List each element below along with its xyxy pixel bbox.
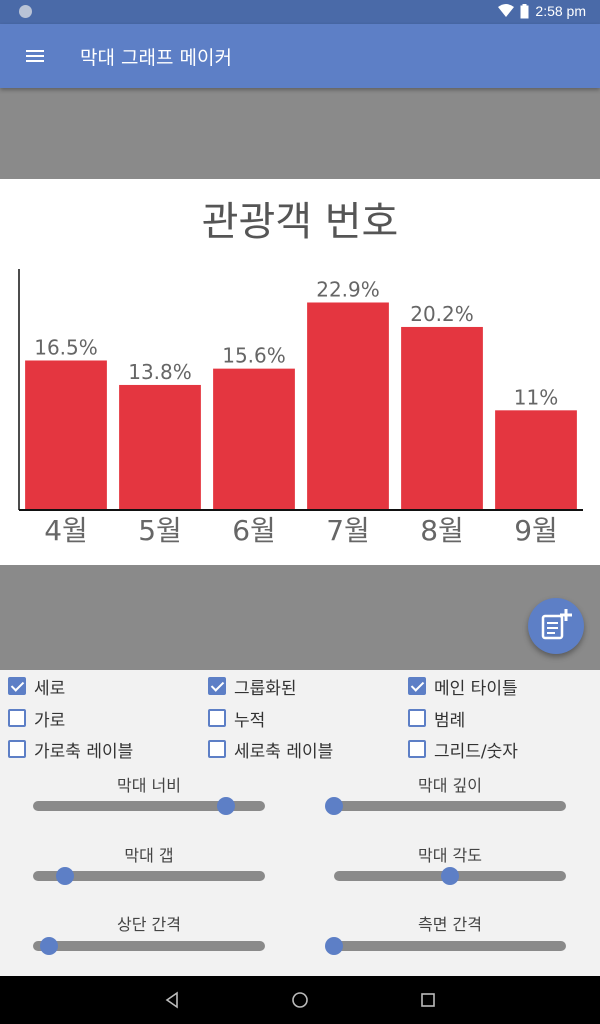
bar	[119, 384, 201, 510]
x-tick-label: 7월	[326, 514, 370, 547]
slider-thumb[interactable]	[325, 937, 343, 955]
recents-icon[interactable]	[418, 990, 438, 1010]
x-tick-label: 6월	[232, 514, 276, 547]
bar-width-slider[interactable]	[33, 797, 265, 815]
data-label: 15.6%	[222, 344, 286, 368]
x-tick-label: 9월	[514, 514, 558, 547]
x-axis-label-text: 가로축 레이블	[34, 741, 134, 762]
bar-gap-slider[interactable]	[33, 867, 265, 885]
x-tick-label: 4월	[44, 514, 88, 547]
wifi-icon	[498, 4, 515, 17]
home-icon[interactable]	[290, 990, 310, 1010]
top-spacing-label: 상단 간격	[117, 915, 181, 934]
main-title-label: 메인 타이틀	[434, 678, 518, 699]
back-icon[interactable]	[162, 990, 182, 1010]
navigation-bar	[0, 976, 600, 1024]
horizontal-checkbox[interactable]: 가로	[8, 706, 66, 731]
vertical-label: 세로	[34, 678, 66, 699]
chart-card: 관광객 번호 16.5% 4월 13.8% 5월 15.6% 6월 22.9% 7월 20.2% 8…	[0, 179, 600, 565]
note-add-icon	[541, 609, 572, 640]
slider-thumb[interactable]	[441, 867, 459, 885]
grid-numbers-checkbox[interactable]: 그리드/숫자	[408, 737, 518, 762]
checkbox-icon	[8, 740, 26, 758]
data-label: 22.9%	[316, 277, 380, 301]
bar-chart: 관광객 번호 16.5% 4월 13.8% 5월 15.6% 6월 22.9% 7월 20.2% 8…	[18, 199, 583, 547]
bar-depth-slider[interactable]	[325, 797, 566, 815]
stacked-checkbox[interactable]: 누적	[208, 706, 266, 731]
slider-thumb[interactable]	[56, 867, 75, 885]
vertical-checkbox[interactable]: 세로	[8, 674, 66, 699]
legend-label: 범례	[434, 710, 466, 731]
status-bar: 2:58 pm	[0, 0, 600, 24]
grid-numbers-label: 그리드/숫자	[434, 741, 518, 762]
edit-data-button[interactable]	[528, 598, 584, 654]
bar-gap-label: 막대 갭	[124, 846, 174, 865]
checkbox-icon	[8, 677, 26, 695]
slider-thumb[interactable]	[40, 937, 59, 955]
x-axis-label-checkbox[interactable]: 가로축 레이블	[8, 737, 134, 762]
bar	[307, 302, 389, 510]
grouped-label: 그룹화된	[234, 678, 297, 699]
x-tick-label: 5월	[138, 514, 182, 547]
bar-width-label: 막대 너비	[117, 776, 181, 795]
grouped-checkbox[interactable]: 그룹화된	[208, 674, 297, 699]
checkbox-icon	[208, 677, 226, 695]
bar	[495, 410, 577, 510]
bar-angle-label: 막대 각도	[418, 846, 482, 865]
bar-depth-label: 막대 깊이	[418, 776, 482, 795]
app-bar: 막대 그래프 메이커	[0, 24, 600, 88]
data-label: 11%	[514, 385, 558, 409]
checkbox-icon	[208, 709, 226, 727]
battery-icon	[520, 3, 529, 18]
top-spacing-slider[interactable]	[33, 937, 265, 955]
bar	[25, 360, 107, 510]
bar	[213, 368, 295, 510]
status-time: 2:58 pm	[535, 3, 586, 19]
status-indicators: 2:58 pm	[498, 3, 586, 19]
legend-checkbox[interactable]: 범례	[408, 706, 466, 731]
main-title-checkbox[interactable]: 메인 타이틀	[408, 674, 518, 699]
x-tick-label: 8월	[420, 514, 464, 547]
options-panel: 세로 그룹화된 메인 타이틀 가로 누적 범례 가로축 레이블 세로축 레이블 …	[0, 670, 600, 976]
horizontal-label: 가로	[34, 710, 66, 731]
slider-thumb[interactable]	[325, 797, 343, 815]
slider-thumb[interactable]	[216, 797, 235, 815]
chart-title: 관광객 번호	[202, 199, 399, 245]
checkbox-icon	[8, 709, 26, 727]
menu-icon[interactable]	[24, 44, 48, 68]
bar	[401, 326, 483, 510]
checkbox-icon	[408, 740, 426, 758]
data-label: 20.2%	[410, 302, 474, 326]
side-spacing-slider[interactable]	[325, 937, 566, 955]
y-axis-label-checkbox[interactable]: 세로축 레이블	[208, 737, 334, 762]
bar-angle-slider[interactable]	[334, 867, 566, 885]
data-label: 16.5%	[34, 335, 98, 359]
checkbox-icon	[408, 677, 426, 695]
checkbox-icon	[208, 740, 226, 758]
y-axis-label-text: 세로축 레이블	[234, 741, 334, 762]
notification-icon	[19, 5, 32, 18]
app-title: 막대 그래프 메이커	[80, 47, 232, 69]
data-label: 13.8%	[128, 360, 192, 384]
checkbox-icon	[408, 709, 426, 727]
side-spacing-label: 측면 간격	[418, 915, 482, 934]
stacked-label: 누적	[234, 710, 266, 731]
